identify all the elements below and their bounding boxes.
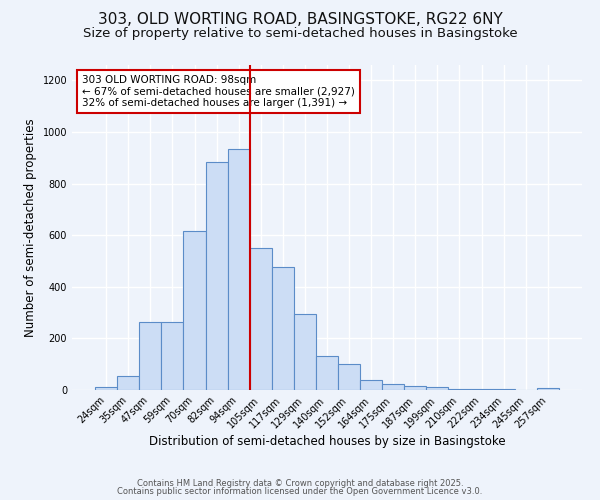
Bar — [117, 376, 139, 390]
Text: 303, OLD WORTING ROAD, BASINGSTOKE, RG22 6NY: 303, OLD WORTING ROAD, BASINGSTOKE, RG22… — [98, 12, 502, 28]
Bar — [161, 322, 184, 390]
Bar — [139, 322, 161, 390]
Text: Contains public sector information licensed under the Open Government Licence v3: Contains public sector information licen… — [118, 487, 482, 496]
Bar — [272, 268, 294, 390]
Bar — [382, 384, 404, 390]
Text: 303 OLD WORTING ROAD: 98sqm
← 67% of semi-detached houses are smaller (2,927)
32: 303 OLD WORTING ROAD: 98sqm ← 67% of sem… — [82, 74, 355, 108]
Bar — [95, 388, 117, 390]
Bar — [537, 388, 559, 390]
Bar — [360, 380, 382, 390]
Bar — [206, 162, 227, 390]
Y-axis label: Number of semi-detached properties: Number of semi-detached properties — [24, 118, 37, 337]
Text: Contains HM Land Registry data © Crown copyright and database right 2025.: Contains HM Land Registry data © Crown c… — [137, 478, 463, 488]
X-axis label: Distribution of semi-detached houses by size in Basingstoke: Distribution of semi-detached houses by … — [149, 436, 505, 448]
Bar — [184, 232, 206, 390]
Bar — [448, 388, 470, 390]
Bar — [338, 364, 360, 390]
Text: Size of property relative to semi-detached houses in Basingstoke: Size of property relative to semi-detach… — [83, 28, 517, 40]
Bar — [404, 386, 427, 390]
Bar — [294, 314, 316, 390]
Bar — [316, 356, 338, 390]
Bar — [427, 386, 448, 390]
Bar — [250, 248, 272, 390]
Bar — [227, 149, 250, 390]
